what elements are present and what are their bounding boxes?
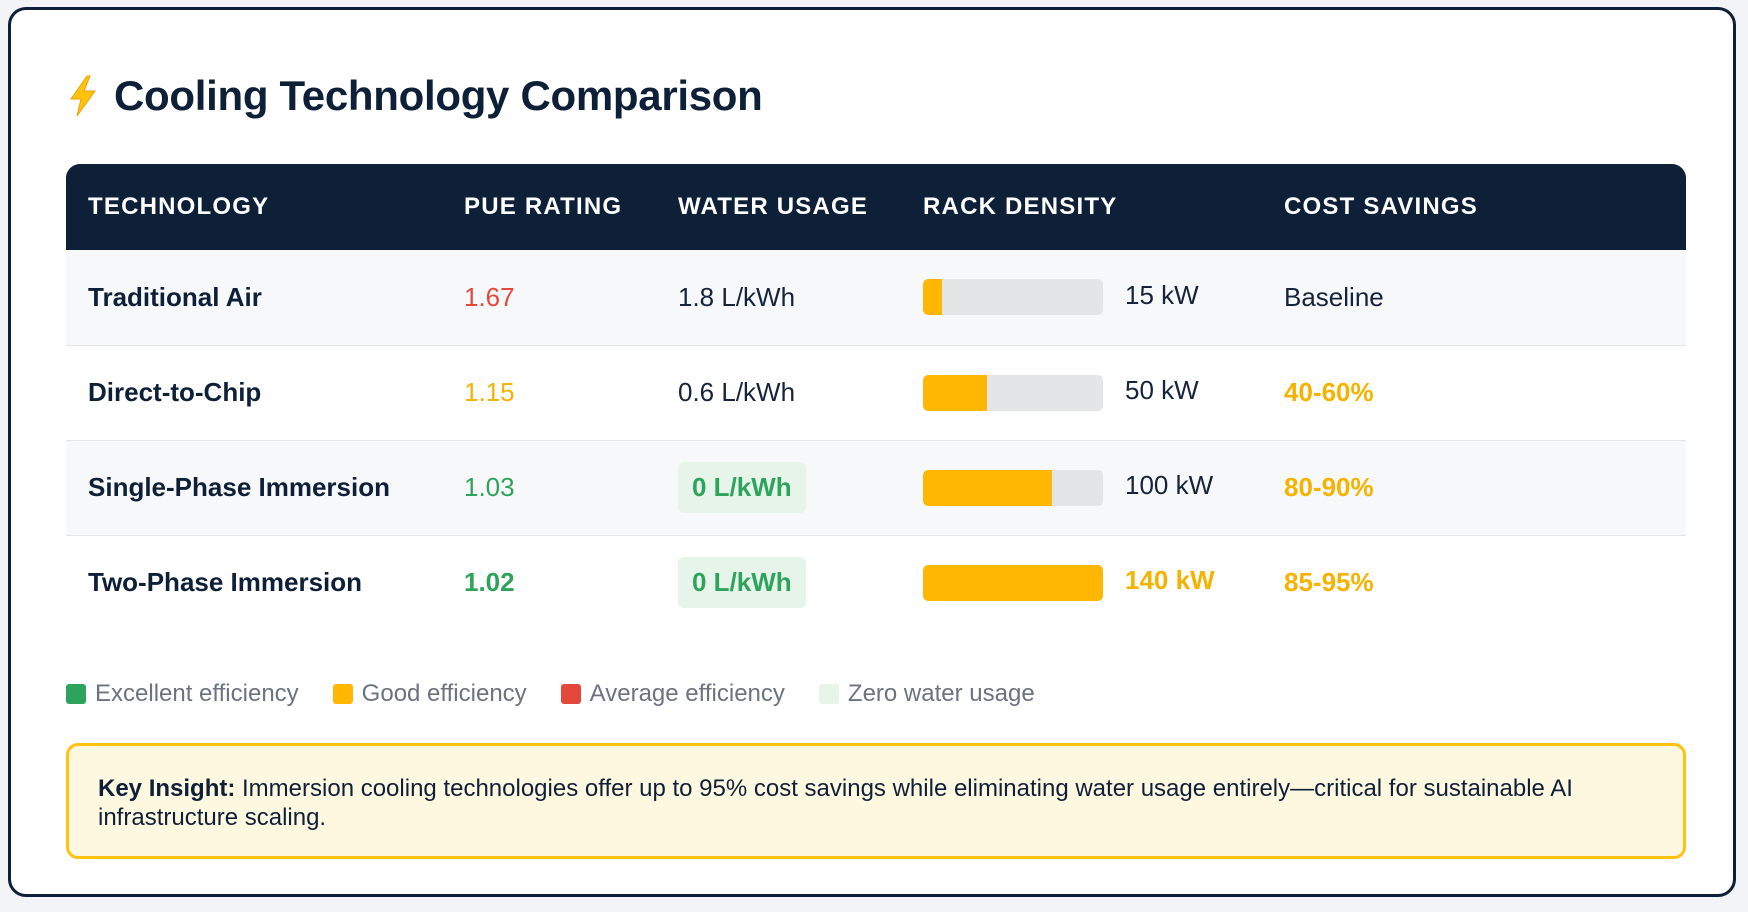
water-cell: 1.8 L/kWh	[678, 281, 796, 312]
density-label: 50 kW	[1125, 375, 1199, 405]
table-header-row: TECHNOLOGY PUE RATING WATER USAGE RACK D…	[66, 164, 1686, 250]
savings-cell: 85-95%	[1284, 567, 1374, 598]
pue-cell: 1.02	[464, 567, 515, 598]
density-bar-fill	[923, 564, 1103, 601]
water-cell: 0 L/kWh	[656, 535, 901, 630]
zero-water-badge: 0 L/kWh	[678, 557, 806, 609]
comparison-table: TECHNOLOGY PUE RATING WATER USAGE RACK D…	[66, 164, 1686, 630]
water-cell: 0 L/kWh	[656, 440, 901, 535]
density-bar	[923, 279, 1103, 316]
density-bar-fill	[923, 469, 1052, 506]
legend-item-good: Good efficiency	[332, 680, 527, 708]
pue-cell: 1.03	[464, 472, 515, 502]
density-bar-fill	[923, 374, 988, 411]
header-technology: TECHNOLOGY	[88, 193, 270, 220]
technology-cell: Single-Phase Immersion	[88, 472, 390, 502]
legend: Excellent efficiency Good efficiency Ave…	[66, 680, 1035, 708]
density-bar	[923, 564, 1103, 601]
legend-label: Excellent efficiency	[95, 680, 299, 707]
zero-water-badge: 0 L/kWh	[678, 462, 806, 513]
table-row: Two-Phase Immersion 1.02 0 L/kWh 140 kW …	[66, 535, 1686, 630]
legend-swatch	[332, 684, 353, 704]
density-label: 140 kW	[1125, 565, 1215, 596]
legend-label: Good efficiency	[361, 680, 527, 707]
table-row: Direct-to-Chip 1.15 0.6 L/kWh 50 kW 40-6…	[66, 345, 1686, 440]
density-cell: 15 kW	[901, 250, 1262, 345]
technology-cell: Direct-to-Chip	[88, 377, 262, 407]
density-label: 100 kW	[1125, 470, 1214, 500]
density-cell: 50 kW	[901, 345, 1262, 440]
density-bar-fill	[923, 279, 943, 316]
page-title: Cooling Technology Comparison	[114, 72, 763, 119]
table-row: Single-Phase Immersion 1.03 0 L/kWh 100 …	[66, 440, 1686, 535]
legend-label: Average efficiency	[589, 680, 785, 707]
density-cell: 100 kW	[901, 440, 1262, 535]
legend-swatch	[818, 684, 839, 704]
legend-swatch	[66, 684, 86, 704]
legend-label: Zero water usage	[847, 680, 1035, 707]
pue-cell: 1.15	[464, 377, 515, 407]
key-insight-box: Key Insight: Immersion cooling technolog…	[66, 743, 1686, 859]
density-bar	[923, 469, 1103, 506]
density-cell: 140 kW	[901, 535, 1262, 630]
pue-cell: 1.67	[464, 281, 515, 312]
table-row: Traditional Air 1.67 1.8 L/kWh 15 kW Bas…	[66, 250, 1686, 345]
legend-swatch	[560, 684, 581, 704]
legend-item-zero-water: Zero water usage	[818, 680, 1035, 708]
technology-cell: Two-Phase Immersion	[88, 567, 363, 598]
density-label: 15 kW	[1125, 279, 1199, 310]
legend-item-average: Average efficiency	[560, 680, 785, 708]
legend-item-excellent: Excellent efficiency	[66, 680, 299, 708]
savings-cell: Baseline	[1284, 281, 1384, 312]
header-water-usage: WATER USAGE	[678, 193, 869, 220]
insight-label: Key Insight:	[98, 775, 236, 802]
header-cost-savings: COST SAVINGS	[1284, 193, 1478, 220]
savings-cell: 80-90%	[1284, 472, 1374, 502]
comparison-card: Cooling Technology Comparison TECHNOLOGY…	[8, 7, 1736, 897]
lightning-bolt-icon	[70, 75, 96, 117]
water-cell: 0.6 L/kWh	[678, 377, 796, 407]
header-pue-rating: PUE RATING	[464, 193, 623, 220]
insight-text: Immersion cooling technologies offer up …	[98, 775, 1573, 831]
header-rack-density: RACK DENSITY	[923, 193, 1118, 220]
savings-cell: 40-60%	[1284, 377, 1374, 407]
density-bar	[923, 374, 1103, 411]
technology-cell: Traditional Air	[88, 281, 262, 312]
title-row: Cooling Technology Comparison	[66, 72, 763, 120]
